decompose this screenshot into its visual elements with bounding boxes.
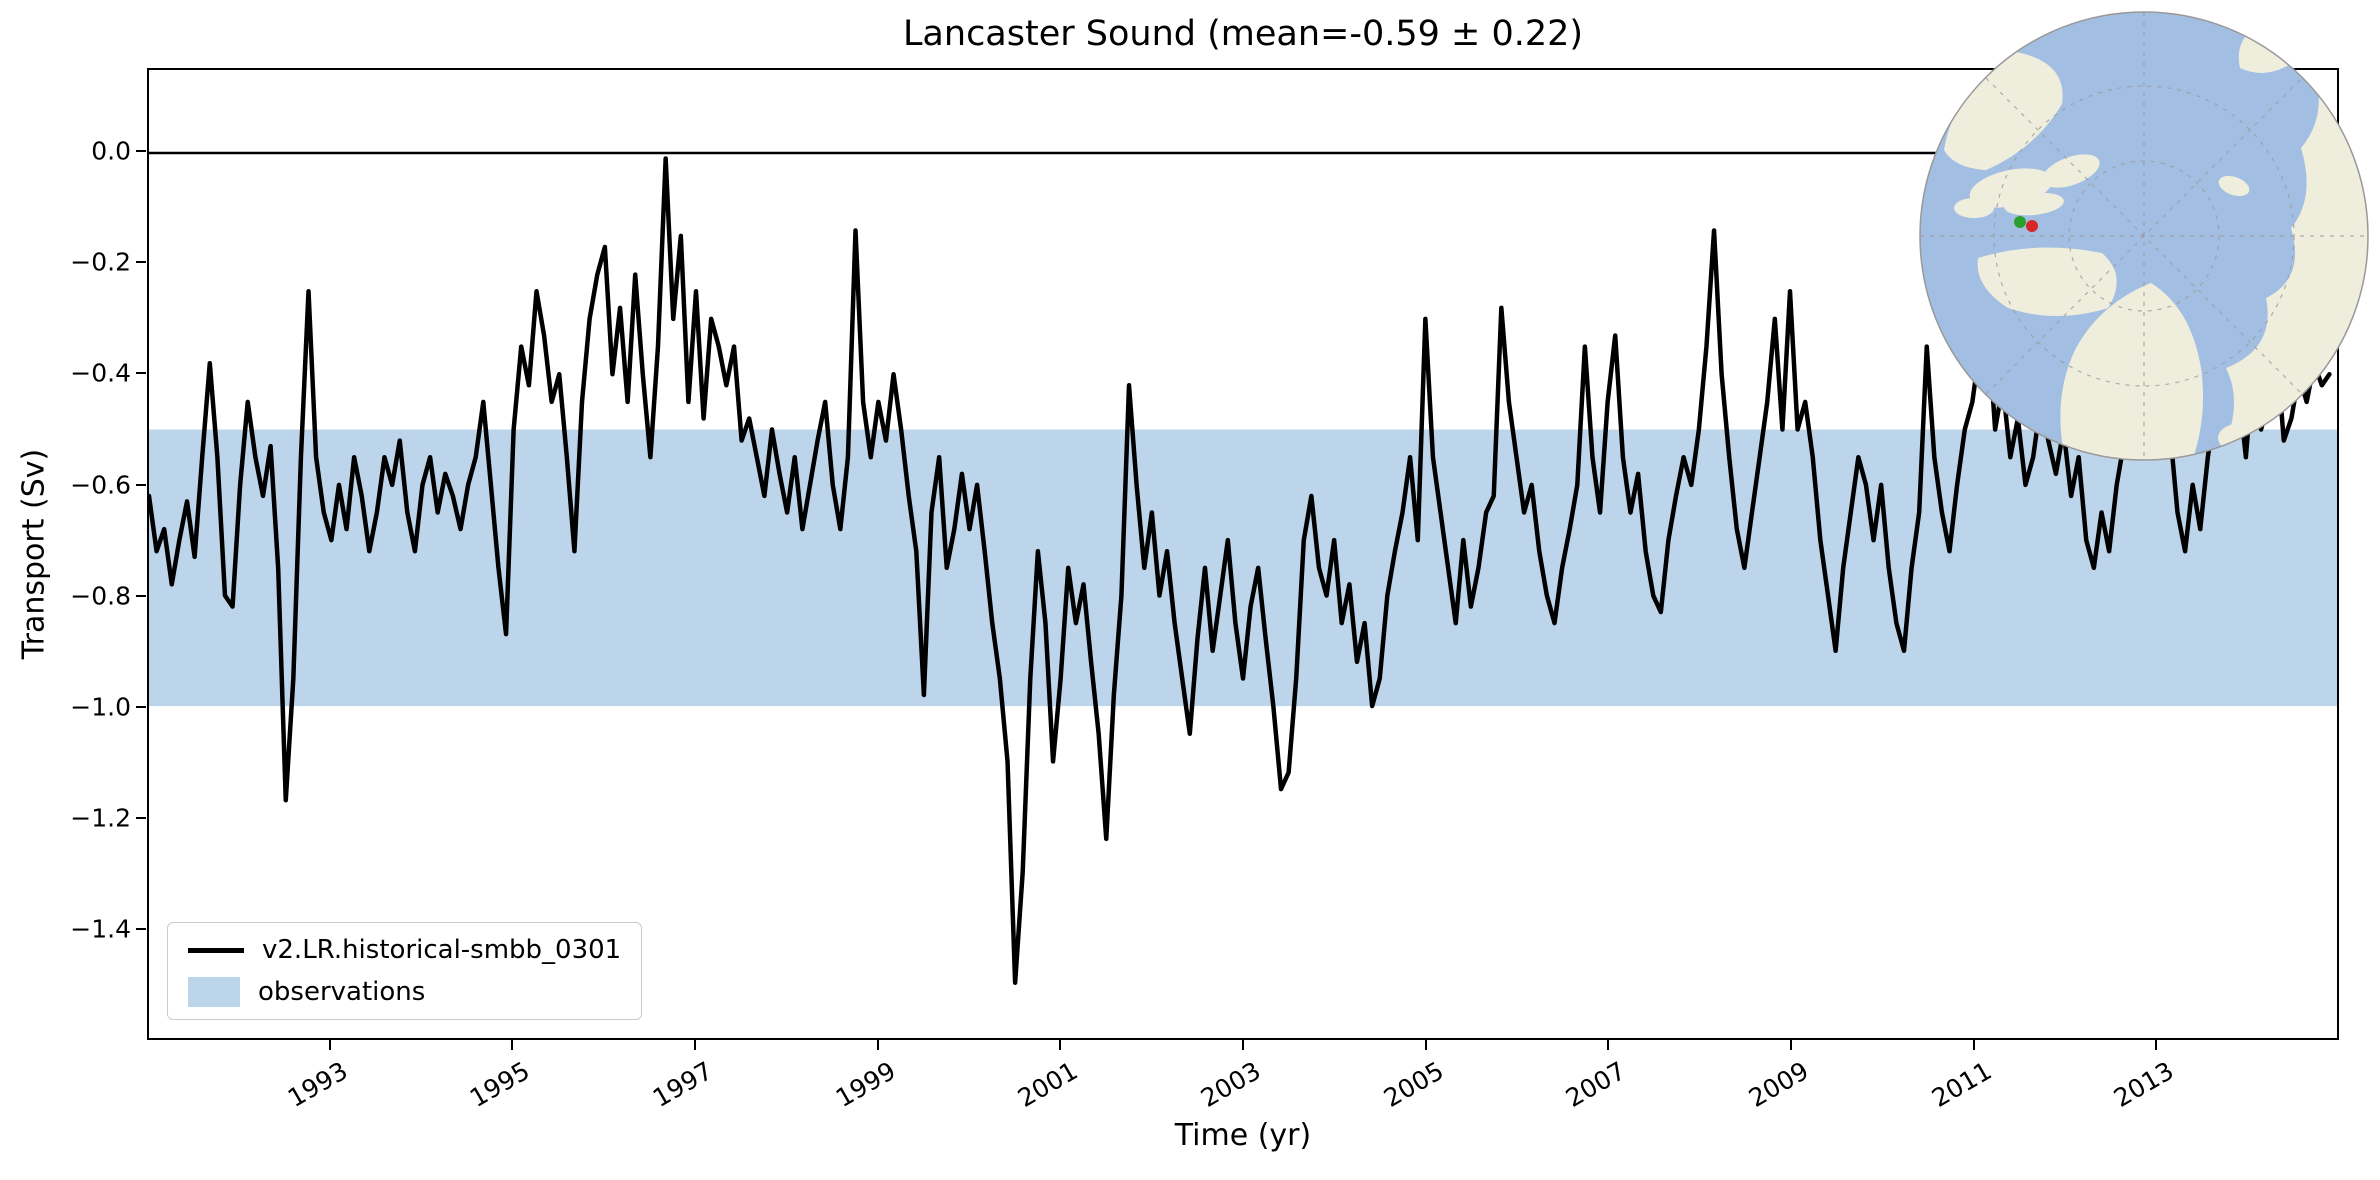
legend-item-model: v2.LR.historical-smbb_0301 [188, 935, 621, 965]
legend-label-observations: observations [258, 977, 426, 1007]
y-tick-mark-−0.4 [136, 372, 146, 375]
arctic-map-svg [1919, 11, 2369, 461]
y-tick-mark-−1.4 [136, 927, 146, 930]
arctic-inset-map [1916, 8, 2372, 464]
y-tick-label-−0.6: −0.6 [70, 470, 131, 500]
y-tick-label-−1.2: −1.2 [70, 803, 131, 833]
y-tick-mark-−0.8 [136, 594, 146, 597]
x-tick-mark-2001 [1059, 1040, 1062, 1050]
x-tick-label-1995: 1995 [465, 1056, 535, 1113]
x-tick-mark-1995 [511, 1040, 514, 1050]
x-axis-label: Time (yr) [1174, 1118, 1312, 1153]
x-tick-label-2011: 2011 [1926, 1056, 1997, 1113]
x-tick-label-1993: 1993 [282, 1056, 353, 1113]
x-tick-label-2003: 2003 [1195, 1056, 1266, 1113]
y-tick-label-0.0: 0.0 [91, 136, 131, 166]
station-marker-green [2014, 216, 2026, 228]
x-tick-mark-1993 [328, 1040, 331, 1050]
y-tick-mark-−1.2 [136, 816, 146, 819]
legend-item-observations: observations [188, 977, 621, 1007]
chart-title: Lancaster Sound (mean=-0.59 ± 0.22) [902, 14, 1584, 54]
x-tick-mark-2011 [1972, 1040, 1975, 1050]
x-tick-mark-2013 [2155, 1040, 2158, 1050]
x-tick-mark-1997 [694, 1040, 696, 1050]
legend-label-model: v2.LR.historical-smbb_0301 [262, 935, 622, 965]
y-tick-mark-−0.2 [136, 261, 146, 264]
x-tick-label-2005: 2005 [1378, 1056, 1449, 1113]
x-tick-mark-2003 [1242, 1040, 1244, 1050]
y-axis-label: Transport (Sv) [16, 448, 52, 660]
legend: v2.LR.historical-smbb_0301 observations [167, 922, 643, 1020]
x-tick-mark-1999 [876, 1040, 879, 1050]
y-tick-label-−0.2: −0.2 [70, 247, 131, 277]
x-tick-label-2001: 2001 [1013, 1056, 1083, 1113]
map-border [1919, 11, 2369, 461]
map-graticule [1920, 12, 2368, 460]
x-tick-mark-2005 [1424, 1040, 1427, 1050]
y-tick-mark-−0.6 [136, 483, 146, 486]
x-tick-label-2013: 2013 [2109, 1056, 2179, 1113]
x-tick-label-1997: 1997 [647, 1056, 718, 1113]
legend-line-swatch [188, 947, 244, 953]
x-tick-label-2007: 2007 [1561, 1056, 1631, 1113]
legend-patch-swatch [188, 977, 240, 1007]
model-transport-line [149, 156, 2332, 985]
y-tick-label-−1.0: −1.0 [70, 692, 131, 722]
y-tick-label-−0.4: −0.4 [70, 358, 131, 388]
y-tick-mark-0.0 [136, 150, 146, 153]
y-tick-label-−0.8: −0.8 [70, 581, 131, 611]
y-tick-label-−1.4: −1.4 [70, 914, 131, 944]
y-tick-mark-−1.0 [136, 705, 146, 708]
x-tick-mark-2009 [1790, 1040, 1792, 1050]
x-tick-mark-2007 [1607, 1040, 1610, 1050]
station-marker-red [2026, 220, 2038, 232]
x-tick-label-1999: 1999 [830, 1056, 901, 1113]
x-tick-label-2009: 2009 [1743, 1056, 1814, 1113]
